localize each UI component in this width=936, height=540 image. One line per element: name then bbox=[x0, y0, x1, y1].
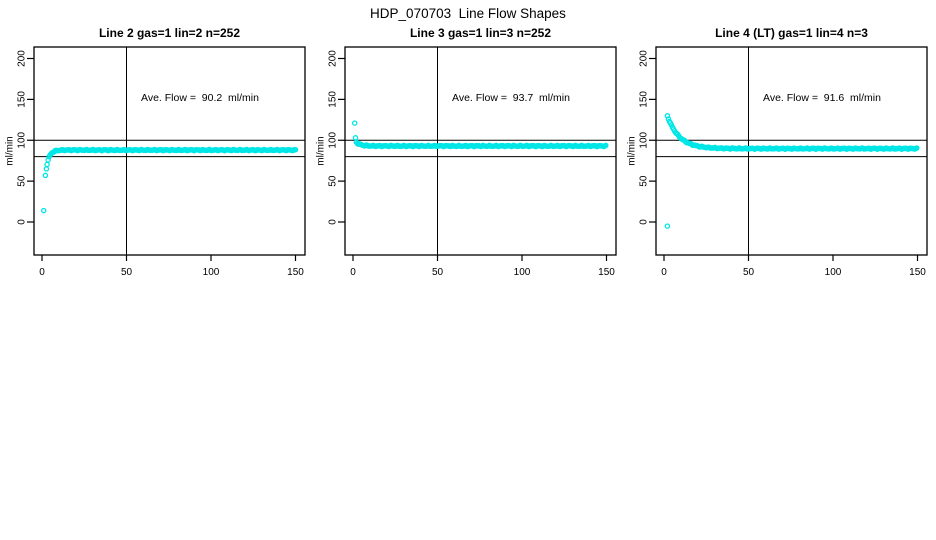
panel-chart-3: Line 4 (LT) gas=1 lin=4 n=3 0 50 100 150 0 50 1… bbox=[627, 26, 928, 278]
x-tick-label: 0 bbox=[39, 267, 45, 278]
ave-flow-annotation: Ave. Flow = 93.7 ml/min bbox=[452, 92, 570, 104]
panel-title: Line 2 gas=1 lin=2 n=252 bbox=[99, 26, 240, 40]
y-tick-label: 50 bbox=[639, 175, 650, 187]
y-tick-label: 100 bbox=[639, 131, 650, 148]
data-point bbox=[914, 145, 920, 151]
y-tick-label: 200 bbox=[328, 50, 339, 67]
data-point bbox=[42, 172, 49, 179]
x-tick-label: 100 bbox=[514, 267, 531, 278]
data-point bbox=[603, 142, 609, 149]
x-axis: 0 50 100 150 bbox=[350, 255, 615, 278]
main-title: HDP_070703 Line Flow Shapes bbox=[370, 6, 566, 21]
x-tick-label: 150 bbox=[287, 267, 304, 278]
y-tick-label: 200 bbox=[639, 50, 650, 67]
data-points bbox=[40, 146, 299, 214]
y-axis: 0 50 100 150 200 bbox=[328, 50, 345, 225]
data-point bbox=[351, 120, 358, 126]
y-tick-label: 100 bbox=[328, 131, 339, 148]
x-tick-label: 100 bbox=[825, 267, 842, 278]
plot-box bbox=[655, 46, 928, 256]
data-points bbox=[351, 120, 609, 150]
y-axis: 0 50 100 150 200 bbox=[639, 50, 656, 225]
panel-chart-2: Line 3 gas=1 lin=3 n=252 0 50 100 150 0 50 100 1… bbox=[316, 26, 617, 278]
x-tick-label: 100 bbox=[203, 267, 220, 278]
x-tick-label: 150 bbox=[909, 267, 926, 278]
ave-flow-annotation: Ave. Flow = 91.6 ml/min bbox=[763, 92, 881, 104]
y-axis-label: ml/min bbox=[5, 136, 16, 165]
panels-row: Line 2 gas=1 lin=2 n=252 0 50 100 150 0 50 100 1… bbox=[5, 26, 928, 278]
x-tick-label: 0 bbox=[350, 267, 356, 278]
ave-flow-annotation: Ave. Flow = 90.2 ml/min bbox=[141, 92, 259, 104]
y-tick-label: 100 bbox=[17, 131, 28, 148]
x-axis: 0 50 100 150 bbox=[39, 255, 304, 278]
y-tick-label: 0 bbox=[639, 219, 650, 225]
x-tick-label: 50 bbox=[121, 267, 133, 278]
x-tick-label: 150 bbox=[598, 267, 615, 278]
x-axis: 0 50 100 150 bbox=[661, 255, 926, 278]
y-axis-label: ml/min bbox=[316, 136, 327, 165]
data-point bbox=[352, 135, 359, 141]
x-tick-label: 50 bbox=[432, 267, 444, 278]
y-tick-label: 200 bbox=[17, 50, 28, 67]
y-tick-label: 150 bbox=[639, 91, 650, 108]
y-axis: 0 50 100 150 200 bbox=[17, 50, 34, 225]
data-point bbox=[44, 161, 50, 168]
panel-title: Line 4 (LT) gas=1 lin=4 n=3 bbox=[715, 26, 868, 40]
y-tick-label: 0 bbox=[17, 219, 28, 225]
data-point bbox=[664, 223, 671, 229]
plot-box bbox=[33, 46, 306, 256]
y-tick-label: 150 bbox=[328, 91, 339, 108]
panel-title: Line 3 gas=1 lin=3 n=252 bbox=[410, 26, 551, 40]
plot-box bbox=[344, 46, 617, 256]
y-tick-label: 0 bbox=[328, 219, 339, 225]
data-point bbox=[43, 166, 50, 172]
data-point bbox=[292, 146, 299, 153]
y-axis-label: ml/min bbox=[627, 136, 638, 165]
data-point bbox=[40, 207, 47, 214]
data-point bbox=[664, 113, 671, 119]
y-tick-label: 50 bbox=[328, 175, 339, 187]
data-points bbox=[664, 113, 920, 229]
x-tick-label: 0 bbox=[661, 267, 667, 278]
y-tick-label: 150 bbox=[17, 91, 28, 108]
y-tick-label: 50 bbox=[17, 175, 28, 187]
panel-chart-1: Line 2 gas=1 lin=2 n=252 0 50 100 150 0 50 100 1… bbox=[5, 26, 306, 278]
x-tick-label: 50 bbox=[743, 267, 755, 278]
